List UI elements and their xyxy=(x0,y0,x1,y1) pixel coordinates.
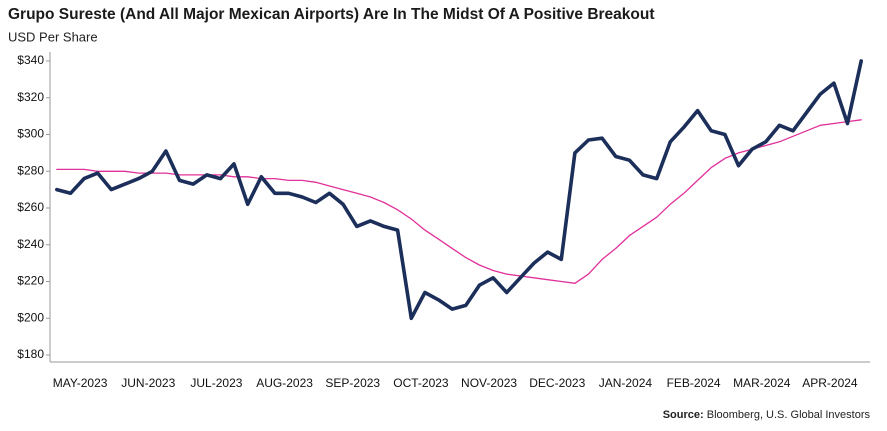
series-line xyxy=(56,119,862,284)
x-tick-label: JUL-2023 xyxy=(190,376,242,390)
y-tick-label: $280 xyxy=(17,163,44,177)
chart-title: Grupo Sureste (And All Major Mexican Air… xyxy=(8,6,655,23)
y-tick-label: $240 xyxy=(17,237,44,251)
y-tick-label: $200 xyxy=(17,310,44,324)
y-tick-label: $300 xyxy=(17,127,44,141)
x-tick-label: MAR-2024 xyxy=(733,376,791,390)
source: Source: Bloomberg, U.S. Global Investors xyxy=(663,409,871,421)
x-tick-label: NOV-2023 xyxy=(461,376,517,390)
y-tick-label: $180 xyxy=(17,347,44,361)
chart-subtitle: USD Per Share xyxy=(8,29,98,44)
series-line xyxy=(55,59,863,321)
x-tick-label: APR-2024 xyxy=(802,376,858,390)
x-tick-label: AUG-2023 xyxy=(256,376,313,390)
source-text: Bloomberg, U.S. Global Investors xyxy=(707,409,871,421)
x-tick-label: SEP-2023 xyxy=(325,376,380,390)
x-tick-label: FEB-2024 xyxy=(667,376,721,390)
y-tick-label: $220 xyxy=(17,274,44,288)
y-tick-label: $320 xyxy=(17,90,44,104)
source-label: Source: xyxy=(663,409,704,421)
x-tick-label: OCT-2023 xyxy=(393,376,449,390)
x-tick-label: DEC-2023 xyxy=(529,376,585,390)
y-tick-label: $340 xyxy=(17,53,44,67)
x-tick-label: JUN-2023 xyxy=(121,376,175,390)
x-tick-label: JAN-2024 xyxy=(599,376,653,390)
x-tick-label: MAY-2023 xyxy=(53,376,108,390)
y-tick-label: $260 xyxy=(17,200,44,214)
